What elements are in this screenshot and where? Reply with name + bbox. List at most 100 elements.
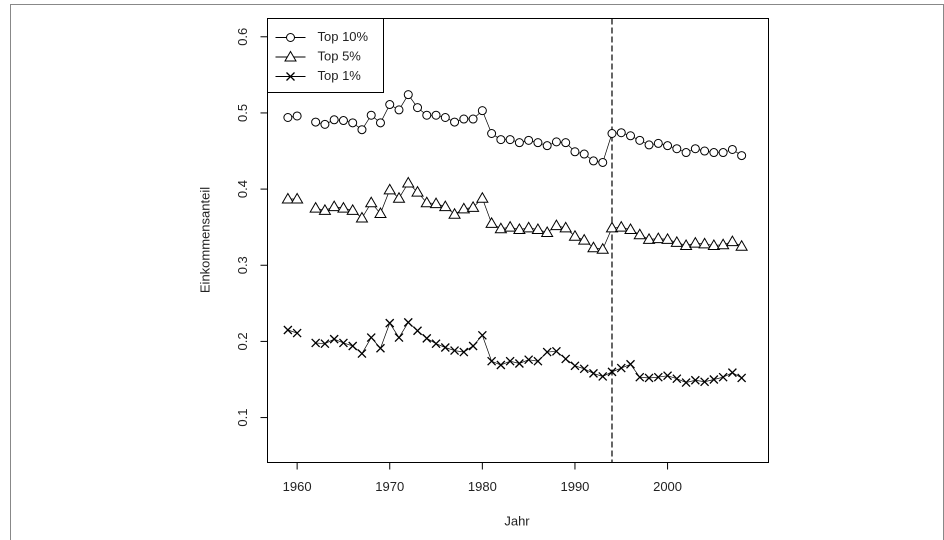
point [596, 242, 610, 254]
series-line [287, 321, 742, 383]
point [561, 138, 571, 148]
point [700, 377, 710, 387]
point [726, 235, 739, 247]
point [514, 359, 524, 368]
x-tick-label: 1960 [283, 479, 312, 494]
point [429, 197, 443, 209]
point [709, 148, 719, 158]
point [494, 222, 508, 234]
point [438, 200, 452, 212]
point [688, 236, 702, 248]
point [653, 372, 663, 382]
point [718, 372, 728, 382]
point [570, 361, 580, 371]
point [635, 372, 645, 382]
x-axis-label: Jahr [504, 513, 530, 528]
point [598, 371, 608, 381]
point [707, 238, 721, 250]
point [496, 360, 506, 370]
point [514, 138, 524, 148]
point [513, 222, 526, 234]
point [477, 106, 487, 116]
legend-marker [284, 50, 297, 62]
point [383, 183, 397, 195]
point [672, 374, 682, 384]
point [531, 222, 545, 234]
point [626, 359, 635, 369]
point [487, 128, 497, 138]
y-tick-label: 0.6 [235, 28, 250, 46]
point [653, 138, 663, 148]
point [450, 346, 460, 356]
y-axis-label: Einkommensanteil [197, 187, 212, 293]
point [690, 375, 700, 385]
point [329, 334, 339, 344]
point [663, 141, 673, 151]
point [698, 237, 711, 249]
point [588, 156, 598, 166]
point [422, 333, 432, 343]
point [431, 339, 441, 349]
point [403, 90, 413, 100]
point [616, 363, 626, 373]
point [540, 226, 554, 238]
point [283, 325, 293, 335]
frame [10, 4, 944, 540]
point [559, 221, 573, 233]
point [468, 114, 478, 124]
point [579, 149, 589, 159]
point [589, 368, 598, 378]
point [320, 119, 330, 129]
point [551, 137, 561, 147]
point [364, 196, 378, 208]
point [542, 141, 552, 151]
point [327, 200, 341, 212]
point [716, 238, 730, 250]
point [607, 367, 617, 377]
point [690, 144, 700, 154]
point [727, 144, 737, 154]
point [311, 338, 321, 348]
legend-marker [286, 33, 295, 42]
point [466, 200, 480, 212]
point [450, 117, 460, 127]
point [503, 220, 517, 232]
point [374, 206, 387, 218]
point [413, 103, 423, 113]
point [366, 110, 376, 120]
point [672, 144, 682, 154]
point [448, 207, 461, 219]
point [355, 211, 369, 223]
point [420, 196, 434, 208]
point [290, 192, 304, 204]
point [651, 232, 665, 244]
y-tick-label: 0.4 [235, 180, 250, 198]
point [496, 135, 506, 145]
point [644, 373, 654, 383]
point [292, 111, 302, 121]
point [338, 338, 348, 348]
point [385, 318, 395, 328]
point [357, 349, 367, 359]
point [394, 333, 404, 343]
point [320, 339, 330, 349]
point [670, 235, 684, 247]
point [329, 115, 339, 125]
point [338, 116, 348, 126]
point [577, 233, 591, 245]
y-tick-label: 0.2 [235, 332, 250, 350]
point [579, 364, 589, 374]
point [505, 135, 515, 145]
point [348, 118, 358, 128]
point [392, 191, 406, 203]
point [375, 118, 385, 128]
x-tick-label: 1990 [560, 479, 589, 494]
y-tick-label: 0.3 [235, 256, 250, 274]
point [635, 135, 645, 145]
point [318, 203, 332, 215]
y-tick-label: 0.5 [235, 104, 250, 122]
point [413, 326, 422, 336]
point [346, 203, 360, 215]
point [385, 100, 395, 110]
point [718, 148, 728, 158]
